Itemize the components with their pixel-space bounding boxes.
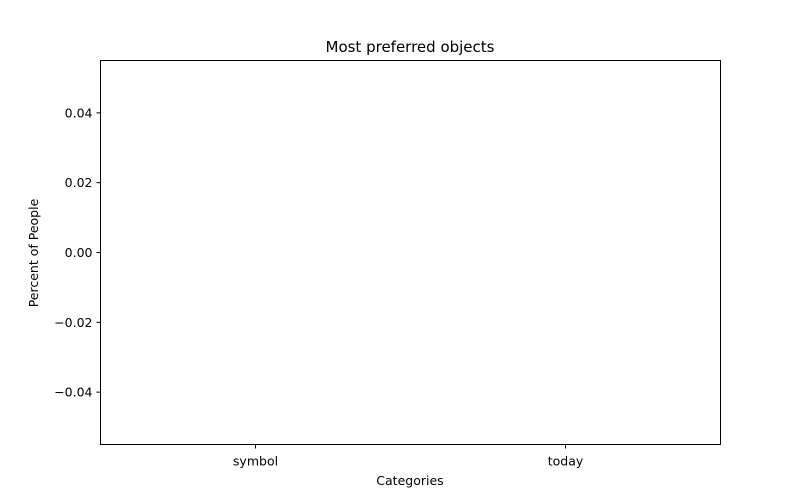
y-axis-label: Percent of People — [26, 198, 41, 307]
y-tick-label: −0.04 — [54, 385, 92, 400]
y-tick-label: 0.00 — [65, 245, 93, 260]
x-tick-label: today — [548, 454, 584, 469]
x-axis: symbol today — [233, 444, 584, 469]
y-tick-label: 0.02 — [65, 175, 93, 190]
x-tick-label: symbol — [233, 454, 278, 469]
y-tick-label: −0.02 — [54, 315, 92, 330]
y-tick-label: 0.04 — [65, 105, 93, 120]
x-axis-label: Categories — [376, 473, 443, 488]
chart-title: Most preferred objects — [326, 38, 495, 56]
y-axis: −0.04 −0.02 0.00 0.02 0.04 — [54, 105, 101, 400]
